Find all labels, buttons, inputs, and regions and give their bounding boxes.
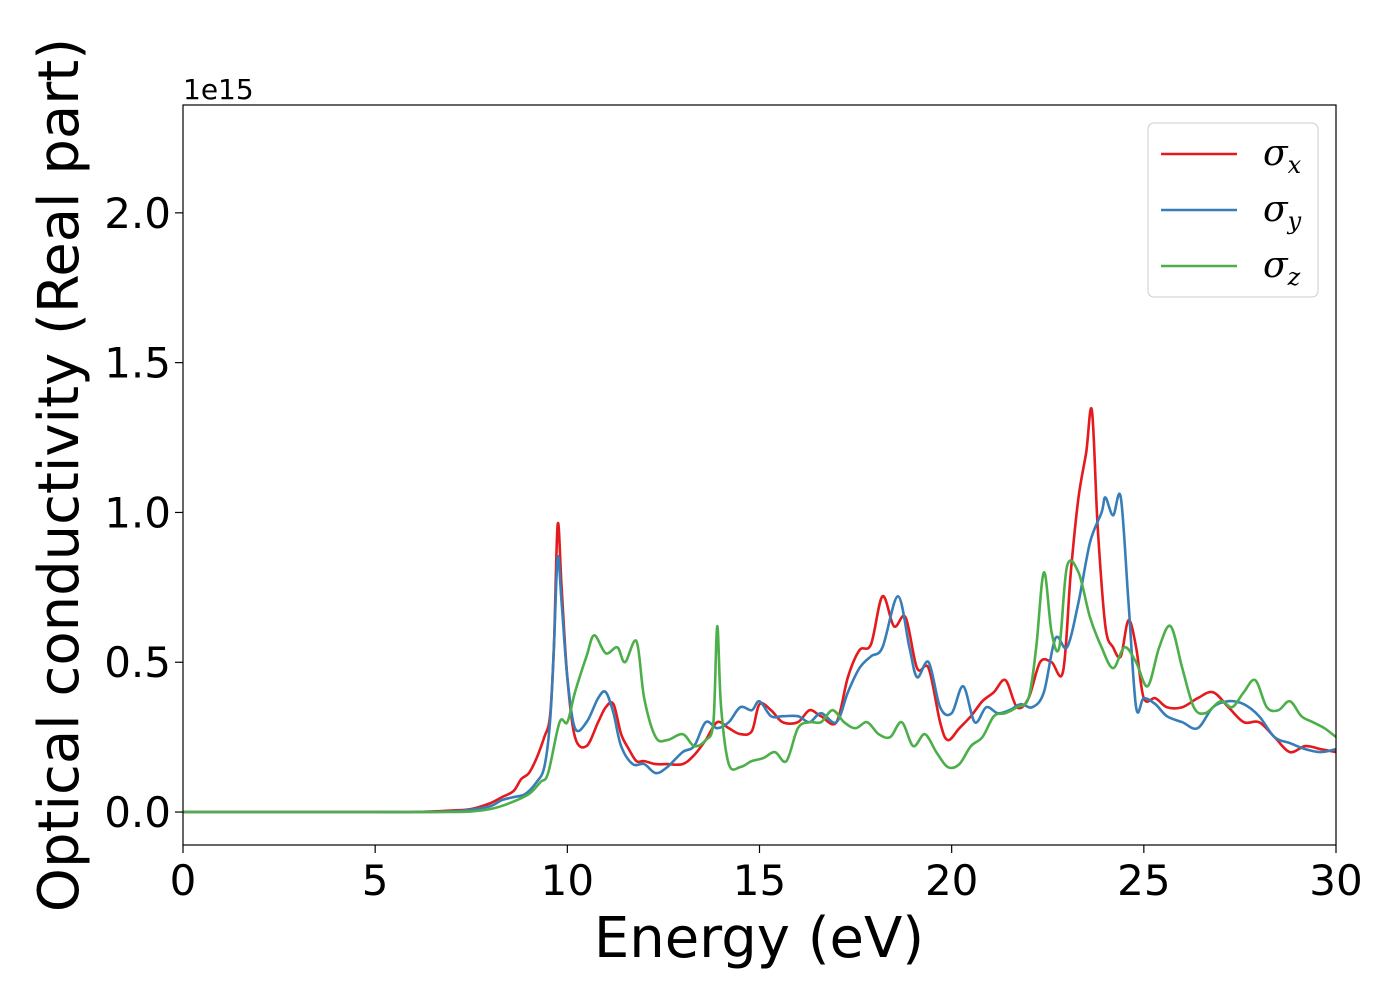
series-line-sigma-y (183, 492, 1337, 814)
y-tick-label: 0.5 (104, 638, 171, 687)
y-tick-label: 1.0 (104, 488, 171, 537)
x-tick-label: 30 (1309, 856, 1362, 905)
y-tick-label: 1.5 (104, 339, 171, 388)
y-tick-label: 2.0 (104, 189, 171, 238)
y-axis-title: Optical conductivity (Real part) (27, 38, 92, 912)
x-axis-title: Energy (eV) (594, 906, 924, 971)
x-tick-label: 15 (733, 856, 786, 905)
x-tick-label: 25 (1117, 856, 1170, 905)
y-tick-label: 0.0 (104, 788, 171, 837)
legend-label-sigma-x: σx (1263, 133, 1302, 179)
series-line-sigma-z (183, 559, 1337, 814)
x-axis: 0 5 10 15 20 25 30 (170, 845, 1363, 905)
x-tick-label: 10 (541, 856, 594, 905)
x-tick-label: 0 (170, 856, 197, 905)
y-axis: 0.0 0.5 1.0 1.5 2.0 (104, 189, 183, 837)
x-tick-label: 5 (362, 856, 389, 905)
series-line-sigma-x (183, 406, 1337, 814)
x-tick-label: 20 (925, 856, 978, 905)
y-offset-text: 1e15 (183, 73, 254, 106)
series-layer (183, 406, 1337, 814)
